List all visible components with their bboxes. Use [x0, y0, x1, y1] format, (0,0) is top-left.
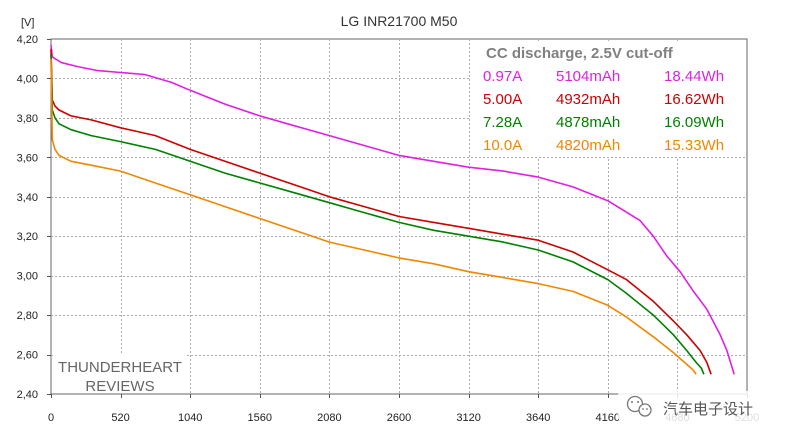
y-tick-label: 4,00 [17, 73, 38, 85]
series-line-1 [50, 44, 735, 375]
x-tick-label: 3120 [456, 412, 480, 424]
legend-header: CC discharge, 2.5V cut-off [486, 45, 674, 62]
series-line-3 [50, 54, 705, 375]
thunderheart-label: THUNDERHEART REVIEWS [54, 355, 187, 395]
y-tick-label: 3,40 [17, 192, 38, 204]
y-unit-label: [V] [21, 17, 34, 29]
legend-capacity: 5104mAh [556, 68, 620, 85]
y-tick-label: 2,40 [17, 389, 38, 401]
y-tick-label: 3,20 [17, 231, 38, 243]
brand-watermark: 汽车电子设计 [618, 391, 780, 421]
grid [51, 39, 747, 394]
legend-rows: 0.97A 5104mAh 18.44Wh 5.00A 4932mAh 16.62Wh 7.… [483, 68, 724, 154]
chart-title: LG INR21700 M50 [341, 13, 458, 29]
annotation-thunderheart: THUNDERHEART [58, 359, 182, 376]
legend-energy: 16.09Wh [664, 114, 724, 131]
y-tick-label: 3,80 [17, 113, 38, 125]
brand-watermark-bg [618, 391, 780, 421]
legend-energy: 15.33Wh [664, 137, 724, 154]
y-tick-label: 2,80 [17, 310, 38, 322]
series-lines [50, 44, 735, 375]
legend: CC discharge, 2.5V cut-off 0.97A 5104mAh 1… [471, 41, 746, 157]
annotation-reviews: REVIEWS [85, 378, 154, 395]
legend-energy: 18.44Wh [664, 68, 724, 85]
brand-watermark-text: 汽车电子设计 [663, 401, 753, 418]
x-tick-label: 2080 [317, 412, 341, 424]
y-tick-label: 3,00 [17, 271, 38, 283]
series-line-2 [50, 48, 712, 375]
wechat-icon [626, 395, 652, 417]
x-tick-label: 520 [111, 412, 129, 424]
legend-capacity: 4932mAh [556, 91, 620, 108]
thunderheart-label-bg [54, 355, 187, 393]
x-tick-label: 3640 [526, 412, 550, 424]
x-tick-label: 2600 [387, 412, 411, 424]
x-tick-label: 4160 [596, 412, 620, 424]
legend-current: 0.97A [483, 68, 522, 85]
x-tick-label: 1040 [178, 412, 202, 424]
legend-energy: 16.62Wh [664, 91, 724, 108]
legend-capacity: 4820mAh [556, 137, 620, 154]
x-tick-label: 0 [48, 412, 54, 424]
legend-capacity: 4878mAh [556, 114, 620, 131]
y-tick-label: 4,20 [17, 34, 38, 46]
legend-current: 10.0A [483, 137, 522, 154]
legend-current: 5.00A [483, 91, 522, 108]
legend-current: 7.28A [483, 114, 522, 131]
series-line-4 [50, 58, 697, 375]
y-tick-label: 3,60 [17, 152, 38, 164]
y-tick-label: 2,60 [17, 350, 38, 362]
x-tick-label: 1560 [248, 412, 272, 424]
legend-box [471, 41, 746, 157]
